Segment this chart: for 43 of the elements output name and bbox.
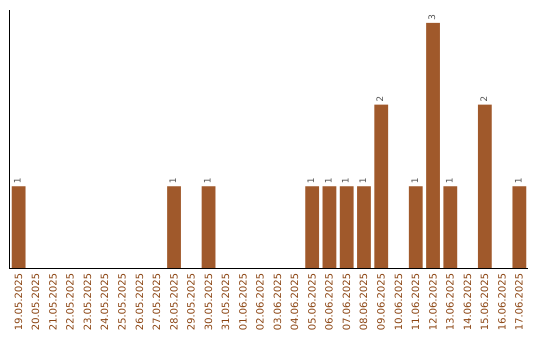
data-label: 1 (445, 178, 456, 184)
x-tick-label: 27.05.2025 (152, 273, 164, 330)
x-tick-label: 21.05.2025 (48, 273, 60, 330)
data-label: 1 (358, 178, 369, 184)
x-tick-label: 06.06.2025 (324, 273, 336, 330)
x-tick-label: 31.05.2025 (221, 273, 232, 330)
x-tick-label: 05.06.2025 (307, 273, 318, 330)
data-label: 1 (342, 178, 352, 184)
data-label: 1 (169, 178, 180, 184)
x-tick-label: 29.05.2025 (186, 273, 198, 330)
x-tick-label: 10.06.2025 (394, 273, 405, 330)
x-tick-label: 07.06.2025 (342, 273, 353, 330)
x-tick-label: 11.06.2025 (411, 273, 422, 330)
data-label: 1 (204, 178, 214, 184)
x-tick-label: 28.05.2025 (169, 273, 180, 330)
x-tick-label: 14.06.2025 (462, 273, 474, 330)
x-tick-label: 22.05.2025 (66, 273, 77, 330)
x-tick-label: 25.05.2025 (117, 273, 128, 330)
x-tick-label: 16.06.2025 (497, 273, 508, 330)
x-tick-label: 12.06.2025 (428, 273, 440, 330)
data-label: 3 (428, 14, 438, 20)
x-tick-label: 26.05.2025 (134, 273, 146, 330)
data-label: 1 (410, 178, 421, 184)
data-label: 1 (14, 178, 24, 184)
data-label: 1 (307, 178, 318, 184)
x-tick-label: 24.05.2025 (100, 273, 112, 330)
x-tick-label: 30.05.2025 (204, 273, 215, 330)
x-tick-label: 19.05.2025 (14, 273, 25, 330)
x-tick-label: 15.06.2025 (480, 273, 492, 330)
x-tick-label: 04.06.2025 (290, 273, 302, 330)
data-label: 1 (324, 178, 334, 184)
x-tick-label: 01.06.2025 (238, 273, 250, 330)
data-label: 2 (480, 96, 490, 102)
x-tick-label: 02.06.2025 (256, 273, 267, 330)
x-tick-label: 03.06.2025 (272, 273, 284, 330)
x-tick-label: 09.06.2025 (376, 273, 388, 330)
x-tick-label: 17.06.2025 (514, 273, 526, 330)
data-label: 2 (376, 96, 386, 102)
x-tick-label: 08.06.2025 (359, 273, 370, 330)
data-label: 1 (514, 178, 524, 184)
x-tick-label: 20.05.2025 (31, 273, 42, 330)
x-tick-label: 13.06.2025 (446, 273, 457, 330)
x-tick-label: 23.05.2025 (82, 273, 94, 330)
